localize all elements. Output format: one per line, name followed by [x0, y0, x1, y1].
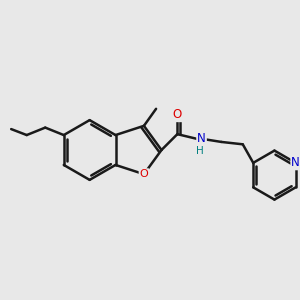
Text: H: H: [196, 146, 204, 156]
Text: O: O: [140, 169, 148, 179]
Text: N: N: [291, 156, 300, 169]
Text: N: N: [197, 132, 206, 145]
Text: O: O: [173, 108, 182, 121]
